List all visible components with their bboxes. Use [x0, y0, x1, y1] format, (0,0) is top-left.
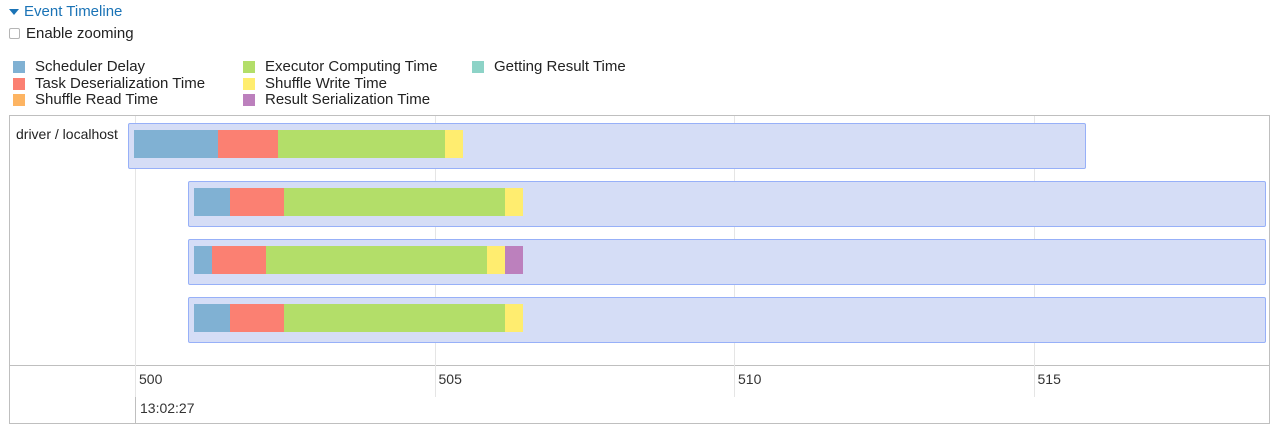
legend-swatch [13, 60, 25, 73]
task-phase-segment [277, 130, 446, 158]
enable-zooming-checkbox[interactable] [9, 28, 20, 39]
legend-label: Result Serialization Time [265, 91, 431, 108]
time-tick-label: 500 [139, 371, 163, 387]
task-bar[interactable] [187, 239, 1267, 285]
legend-label: Task Deserialization Time [35, 75, 206, 92]
legend-item: Task Deserialization Time [13, 75, 205, 92]
enable-zooming-label: Enable zooming [26, 25, 134, 42]
task-phase-segment [487, 246, 506, 274]
task-phase-segment [283, 304, 506, 332]
task-phase-segment [505, 246, 524, 274]
group-column: driver / localhost [10, 116, 136, 423]
task-bar[interactable] [128, 123, 1087, 169]
legend-swatch [243, 93, 255, 106]
enable-zooming-control[interactable]: Enable zooming [9, 25, 134, 42]
task-phase-segment [265, 246, 488, 274]
time-tick-label: 515 [1037, 371, 1061, 387]
group-label: driver / localhost [16, 126, 118, 142]
legend-swatch [243, 60, 255, 73]
time-axis-minor-label: 13:02:27 [140, 400, 195, 416]
task-phase-segment [505, 304, 524, 332]
legend-swatch [13, 77, 25, 90]
legend-swatch [243, 77, 255, 90]
task-phase-segment [193, 188, 230, 216]
legend-item: Scheduler Delay [13, 58, 145, 75]
task-phase-segment [193, 246, 212, 274]
legend-label: Scheduler Delay [35, 58, 146, 75]
task-phase-segment [229, 188, 284, 216]
legend-swatch [472, 60, 484, 73]
legend-item: Shuffle Write Time [243, 75, 387, 92]
time-tick-label: 505 [438, 371, 462, 387]
task-phase-segment [217, 130, 278, 158]
legend-label: Shuffle Read Time [35, 91, 159, 108]
legend-label: Shuffle Write Time [265, 75, 387, 92]
time-axis-line [10, 365, 1269, 366]
legend-item: Shuffle Read Time [13, 91, 158, 108]
time-tick-label: 510 [738, 371, 762, 387]
task-bar[interactable] [187, 181, 1267, 227]
task-phase-segment [283, 188, 506, 216]
event-timeline-toggle[interactable]: Event Timeline [9, 3, 122, 20]
event-timeline-chart[interactable]: driver / localhost 13:02:27 500 505 510 515 [9, 115, 1270, 424]
legend-item: Executor Computing Time [243, 58, 438, 75]
task-phase-segment [229, 304, 284, 332]
caret-down-icon [9, 9, 19, 15]
task-phase-segment [445, 130, 464, 158]
legend-item: Getting Result Time [472, 58, 626, 75]
time-gridline [135, 116, 136, 397]
event-timeline-title: Event Timeline [24, 3, 123, 20]
task-bar[interactable] [187, 297, 1267, 343]
legend-swatch [13, 93, 25, 106]
task-phase-segment [193, 304, 230, 332]
task-phase-segment [505, 188, 524, 216]
legend-label: Executor Computing Time [265, 58, 438, 75]
task-phase-segment [211, 246, 266, 274]
legend-item: Result Serialization Time [243, 91, 430, 108]
task-phase-segment [134, 130, 218, 158]
legend-label: Getting Result Time [494, 58, 626, 75]
